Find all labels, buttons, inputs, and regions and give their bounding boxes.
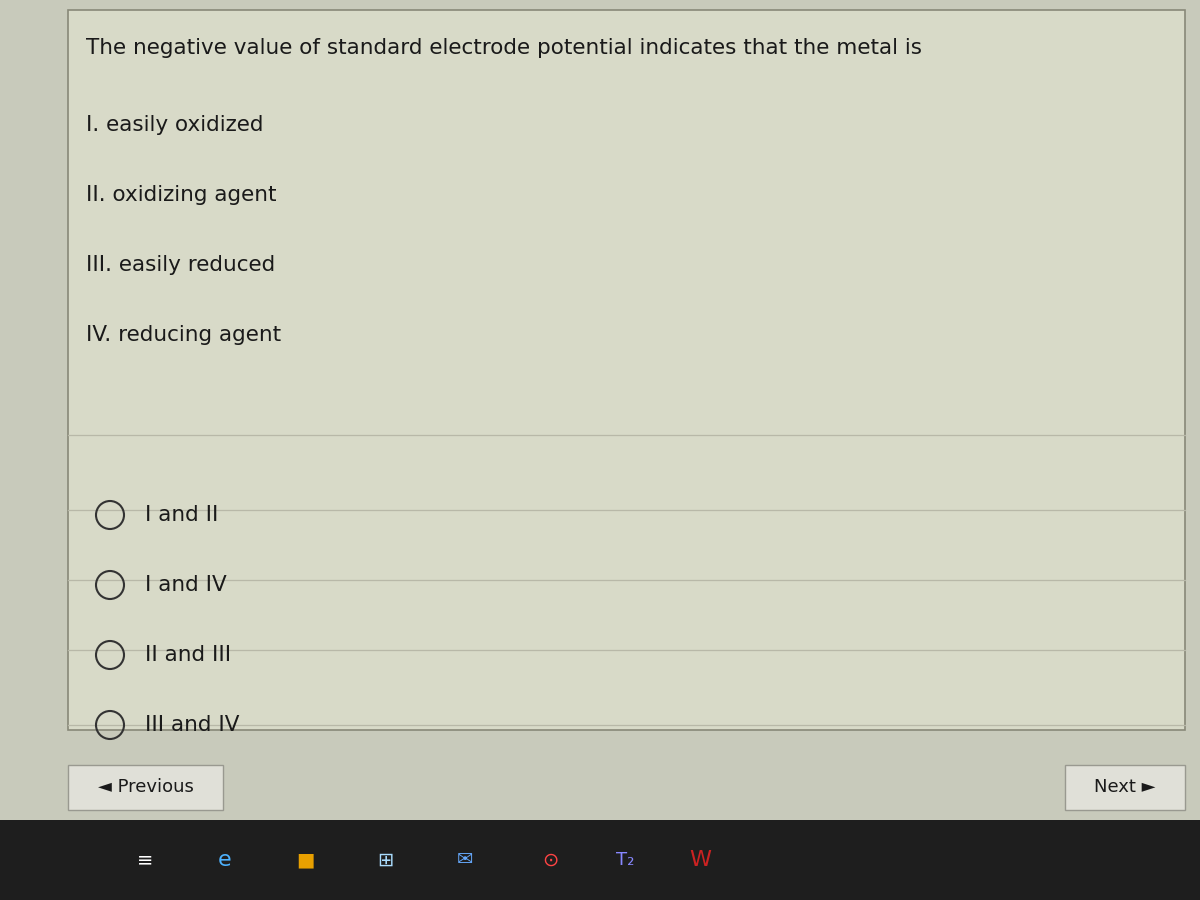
Text: I and II: I and II	[145, 505, 218, 525]
Text: II. oxidizing agent: II. oxidizing agent	[86, 185, 276, 205]
Text: ✉: ✉	[457, 850, 473, 869]
FancyBboxPatch shape	[68, 765, 223, 810]
Text: ◄ Previous: ◄ Previous	[97, 778, 193, 796]
Text: II and III: II and III	[145, 645, 232, 665]
Text: I. easily oxidized: I. easily oxidized	[86, 115, 264, 135]
Text: T₂: T₂	[616, 851, 634, 869]
Text: I and IV: I and IV	[145, 575, 227, 595]
Text: III and IV: III and IV	[145, 715, 240, 735]
FancyBboxPatch shape	[68, 10, 1186, 730]
Text: The negative value of standard electrode potential indicates that the metal is: The negative value of standard electrode…	[86, 38, 922, 58]
Text: III. easily reduced: III. easily reduced	[86, 255, 275, 275]
Text: ⊞: ⊞	[377, 850, 394, 869]
Text: ■: ■	[296, 850, 314, 869]
Text: W: W	[689, 850, 710, 870]
Text: Next ►: Next ►	[1094, 778, 1156, 796]
Text: ⊙: ⊙	[542, 850, 558, 869]
Text: IV. reducing agent: IV. reducing agent	[86, 325, 281, 345]
Text: e: e	[218, 850, 232, 870]
FancyBboxPatch shape	[1066, 765, 1186, 810]
Text: ≡: ≡	[137, 850, 154, 869]
FancyBboxPatch shape	[0, 820, 1200, 900]
